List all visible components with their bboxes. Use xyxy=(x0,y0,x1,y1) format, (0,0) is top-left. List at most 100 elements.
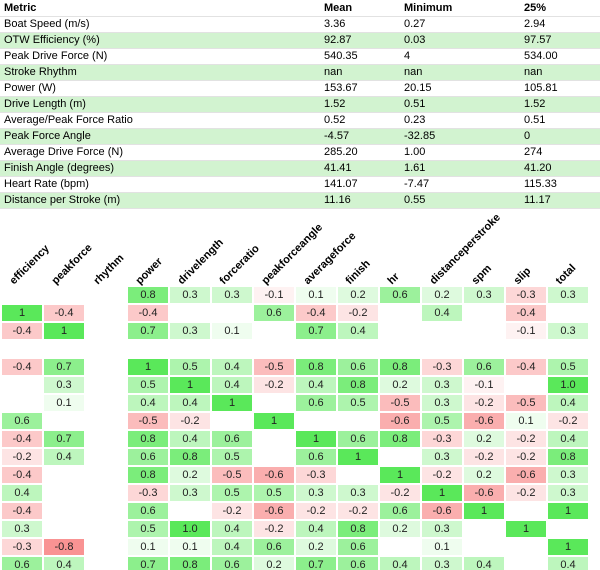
heatmap-cell: 0.4 xyxy=(296,377,336,393)
heatmap-cell xyxy=(548,305,588,321)
heatmap-cell xyxy=(548,341,588,357)
heatmap-cell: 1 xyxy=(212,395,252,411)
heatmap-cell: 0.4 xyxy=(170,431,210,447)
heatmap-cell: 0.4 xyxy=(212,539,252,555)
heatmap-cell: 1 xyxy=(128,359,168,375)
heatmap-cell: -0.2 xyxy=(338,503,378,519)
heatmap-cell: 0.4 xyxy=(2,485,42,501)
heatmap-cell xyxy=(380,449,420,465)
heatmap-cell: 0.6 xyxy=(380,287,420,303)
heatmap-cell: 0.6 xyxy=(128,503,168,519)
heatmap-cell: 0.6 xyxy=(254,305,294,321)
heatmap-cell: 0.6 xyxy=(464,359,504,375)
metric-value: 92.87 xyxy=(320,32,400,49)
heatmap-column-label: spm xyxy=(469,262,494,287)
heatmap-cell: 0.1 xyxy=(212,323,252,339)
heatmap-cell: 0.8 xyxy=(170,449,210,465)
heatmap-cell: 1 xyxy=(464,503,504,519)
heatmap-cell xyxy=(86,323,126,339)
heatmap-cell: -0.3 xyxy=(2,539,42,555)
heatmap-cell xyxy=(380,305,420,321)
heatmap-cell xyxy=(422,341,462,357)
heatmap-cell: 0.2 xyxy=(296,539,336,555)
heatmap-column-label: efficiency xyxy=(7,242,52,287)
heatmap-cell: 0.4 xyxy=(212,359,252,375)
heatmap-column-label: rhythm xyxy=(91,252,127,287)
heatmap-cell xyxy=(2,287,42,303)
heatmap-column-headers: efficiency peakforce rhythm power drivelengt… xyxy=(0,212,600,287)
heatmap-cell xyxy=(254,341,294,357)
heatmap-cell: 0.4 xyxy=(380,557,420,570)
heatmap-cell: -0.4 xyxy=(2,503,42,519)
heatmap-cell: -0.2 xyxy=(254,521,294,537)
heatmap-cell xyxy=(44,485,84,501)
metric-value: 0.23 xyxy=(400,112,520,129)
heatmap-cell xyxy=(338,467,378,483)
heatmap-cell: -0.6 xyxy=(464,485,504,501)
heatmap-cell xyxy=(254,449,294,465)
heatmap-cell: 0.4 xyxy=(464,557,504,570)
heatmap-cell: -0.4 xyxy=(506,305,546,321)
metric-value: 41.20 xyxy=(520,160,600,177)
metric-value: 0.51 xyxy=(520,112,600,129)
heatmap-cell xyxy=(254,431,294,447)
heatmap-cell xyxy=(506,377,546,393)
metric-name: Drive Length (m) xyxy=(0,96,320,113)
metric-value: 11.17 xyxy=(520,192,600,209)
heatmap-cell: 0.5 xyxy=(212,449,252,465)
metric-value: 4 xyxy=(400,48,520,65)
heatmap-cell: 0.4 xyxy=(170,395,210,411)
heatmap-cell: -0.1 xyxy=(254,287,294,303)
metric-value: 11.16 xyxy=(320,192,400,209)
metric-value: 0.51 xyxy=(400,96,520,113)
col-header-25pct: 25% xyxy=(520,0,600,17)
heatmap-cell: -0.2 xyxy=(254,377,294,393)
heatmap-cell xyxy=(506,341,546,357)
heatmap-cell xyxy=(170,503,210,519)
heatmap-cell: 1 xyxy=(548,539,588,555)
metric-value: -7.47 xyxy=(400,176,520,193)
metric-value: 274 xyxy=(520,144,600,161)
heatmap-cell: 1 xyxy=(254,413,294,429)
heatmap-cell: 0.3 xyxy=(548,485,588,501)
metric-value: 0.03 xyxy=(400,32,520,49)
heatmap-cell: 0.8 xyxy=(128,287,168,303)
heatmap-cell: 0.4 xyxy=(338,323,378,339)
heatmap-cell xyxy=(86,485,126,501)
heatmap-cell: 0.6 xyxy=(338,359,378,375)
metric-value: 153.67 xyxy=(320,80,400,97)
metric-value: 534.00 xyxy=(520,48,600,65)
heatmap-cell: 0.3 xyxy=(296,485,336,501)
heatmap-column-label: power xyxy=(133,255,165,287)
metric-value: 2.94 xyxy=(520,16,600,33)
heatmap-cell: -0.2 xyxy=(338,305,378,321)
metric-value: -4.57 xyxy=(320,128,400,145)
heatmap-cell xyxy=(380,341,420,357)
heatmap-cell: 0.3 xyxy=(548,287,588,303)
heatmap-cell: 0.7 xyxy=(128,323,168,339)
heatmap-cell: 0.4 xyxy=(548,431,588,447)
heatmap-cell xyxy=(296,341,336,357)
heatmap-cell: 1 xyxy=(380,467,420,483)
metric-value: 1.00 xyxy=(400,144,520,161)
heatmap-cell: 1.0 xyxy=(170,521,210,537)
heatmap-cell: 0.4 xyxy=(212,377,252,393)
heatmap-cell: 1 xyxy=(296,431,336,447)
heatmap-cell: -0.6 xyxy=(254,467,294,483)
heatmap-cell: -0.4 xyxy=(2,323,42,339)
heatmap-cell: 0.1 xyxy=(44,395,84,411)
summary-stats-table: Metric Mean Minimum 25% Boat Speed (m/s)… xyxy=(0,0,600,209)
heatmap-cell: 0.5 xyxy=(212,485,252,501)
heatmap-cell xyxy=(2,341,42,357)
heatmap-cell: 0.1 xyxy=(506,413,546,429)
heatmap-cell: 0.7 xyxy=(44,431,84,447)
heatmap-cell xyxy=(170,341,210,357)
heatmap-cell: 0.8 xyxy=(338,521,378,537)
heatmap-cell xyxy=(212,341,252,357)
table-row: Finish Angle (degrees) 41.41 1.61 41.20 xyxy=(0,160,600,177)
heatmap-cell: 0.2 xyxy=(464,467,504,483)
heatmap-cell xyxy=(464,521,504,537)
metric-value: 0.52 xyxy=(320,112,400,129)
metric-value: 41.41 xyxy=(320,160,400,177)
heatmap-cell: 0.2 xyxy=(380,377,420,393)
